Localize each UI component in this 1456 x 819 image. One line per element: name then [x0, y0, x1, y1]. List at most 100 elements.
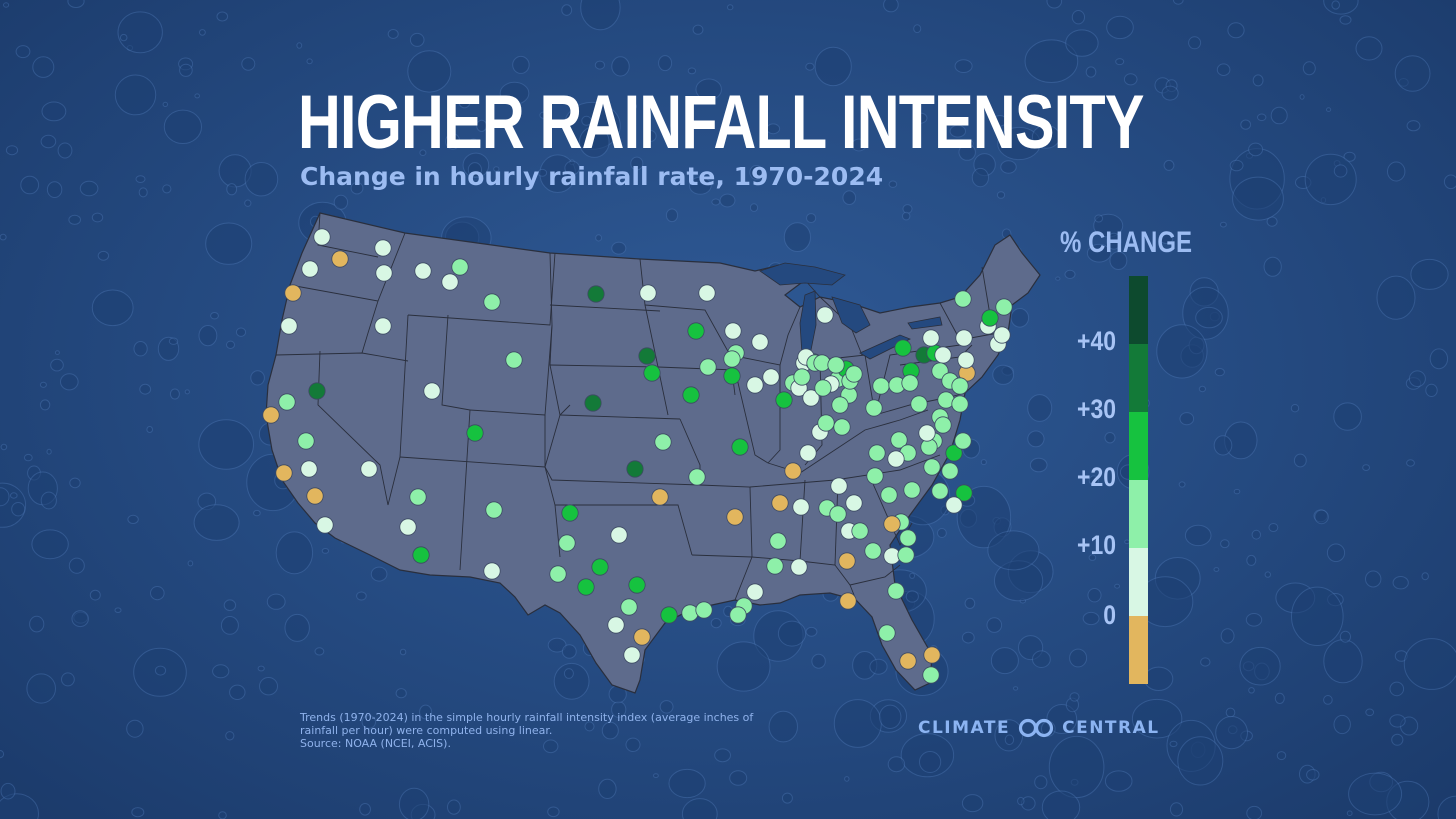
raindrop-shape	[119, 33, 128, 42]
raindrop-shape	[60, 373, 79, 391]
raindrop-shape	[611, 241, 627, 255]
raindrop-shape	[198, 419, 254, 470]
station-marker	[695, 601, 713, 619]
raindrop-shape	[127, 514, 139, 525]
raindrop-shape	[996, 191, 1006, 199]
raindrop-shape	[537, 168, 548, 177]
lake-erie-shape	[859, 334, 911, 360]
state-border-line	[275, 352, 409, 362]
raindrop-shape	[806, 213, 817, 224]
raindrop-shape	[992, 115, 1007, 127]
raindrop-shape	[253, 509, 261, 517]
raindrop-shape	[1406, 120, 1421, 132]
raindrop-shape	[220, 616, 239, 635]
raindrop-shape	[949, 124, 966, 138]
station-marker	[633, 628, 651, 646]
station-marker	[723, 367, 741, 385]
state-border-line	[549, 304, 661, 312]
raindrop-shape	[399, 648, 407, 656]
raindrop-shape	[163, 109, 202, 145]
station-marker	[699, 358, 717, 376]
station-marker	[790, 558, 808, 576]
raindrop-shape	[539, 111, 548, 119]
raindrop-shape	[275, 531, 314, 575]
raindrop-shape	[1169, 802, 1184, 817]
station-marker	[866, 467, 884, 485]
station-marker	[698, 284, 716, 302]
footnote-source: Source: NOAA (NCEI, ACIS).	[300, 737, 451, 750]
state-border-line	[874, 392, 966, 416]
station-marker	[901, 374, 919, 392]
raindrop-shape	[727, 4, 734, 11]
raindrop-shape	[1229, 159, 1244, 172]
raindrop-shape	[1220, 539, 1230, 549]
us-land-outline	[265, 212, 1041, 694]
raindrop-shape	[689, 176, 712, 195]
station-marker	[771, 494, 789, 512]
raindrop-shape	[1270, 106, 1288, 125]
station-marker	[922, 329, 940, 347]
raindrop-shape	[199, 29, 206, 36]
station-marker	[651, 488, 669, 506]
raindrop-shape	[719, 193, 736, 208]
raindrop-shape	[1029, 457, 1048, 473]
raindrop-shape	[193, 504, 240, 541]
raindrop-shape	[306, 58, 313, 65]
station-marker	[839, 592, 857, 610]
raindrop-shape	[842, 190, 857, 205]
raindrop-shape	[1246, 805, 1263, 819]
raindrop-shape	[564, 160, 581, 176]
legend-segment	[1129, 480, 1148, 548]
raindrop-shape	[284, 613, 310, 642]
raindrop-shape	[387, 29, 399, 39]
station-marker	[880, 486, 898, 504]
raindrop-shape	[179, 63, 193, 77]
station-marker	[814, 379, 832, 397]
station-marker	[799, 444, 817, 462]
raindrop-shape	[1213, 435, 1233, 456]
raindrop-shape	[1069, 692, 1080, 702]
station-marker	[409, 488, 427, 506]
raindrop-shape	[598, 778, 617, 800]
raindrop-shape	[879, 704, 902, 729]
raindrop-shape	[257, 665, 265, 672]
page-subtitle: Change in hourly rainfall rate, 1970-202…	[300, 162, 884, 191]
footnote-line: rainfall per hour) were computed using l…	[300, 724, 553, 737]
raindrop-shape	[1069, 648, 1088, 668]
raindrop-shape	[512, 55, 530, 74]
us-map	[262, 212, 1041, 694]
raindrop-shape	[0, 793, 39, 819]
station-marker	[865, 399, 883, 417]
raindrop-shape	[138, 187, 148, 198]
raindrop-shape	[468, 138, 480, 149]
raindrop-shape	[40, 134, 57, 149]
lake-superior-shape	[759, 262, 846, 286]
station-marker	[845, 365, 863, 383]
station-marker	[412, 546, 430, 564]
raindrop-shape	[1293, 453, 1307, 468]
footnote: Trends (1970-2024) in the simple hourly …	[300, 711, 800, 750]
raindrop-shape	[805, 62, 815, 71]
raindrop-shape	[97, 250, 110, 261]
legend-color-bar	[1129, 276, 1148, 684]
station-marker	[746, 376, 764, 394]
raindrop-shape	[476, 119, 488, 132]
station-marker	[558, 534, 576, 552]
raindrop-shape	[69, 477, 81, 489]
raindrop-shape	[296, 42, 303, 49]
raindrop-shape	[1232, 176, 1284, 221]
raindrop-shape	[395, 688, 407, 699]
legend-tick-label: 0	[1103, 600, 1116, 630]
station-marker	[731, 438, 749, 456]
station-marker	[275, 464, 293, 482]
raindrop-shape	[31, 529, 69, 560]
raindrop-shape	[139, 383, 152, 395]
station-marker	[584, 394, 602, 412]
raindrop-shape	[314, 647, 325, 656]
raindrop-shape	[321, 548, 330, 554]
raindrop-shape	[1263, 256, 1282, 277]
raindrop-shape	[0, 782, 16, 800]
station-marker	[775, 391, 793, 409]
station-marker	[833, 418, 851, 436]
raindrop-shape	[919, 751, 942, 773]
